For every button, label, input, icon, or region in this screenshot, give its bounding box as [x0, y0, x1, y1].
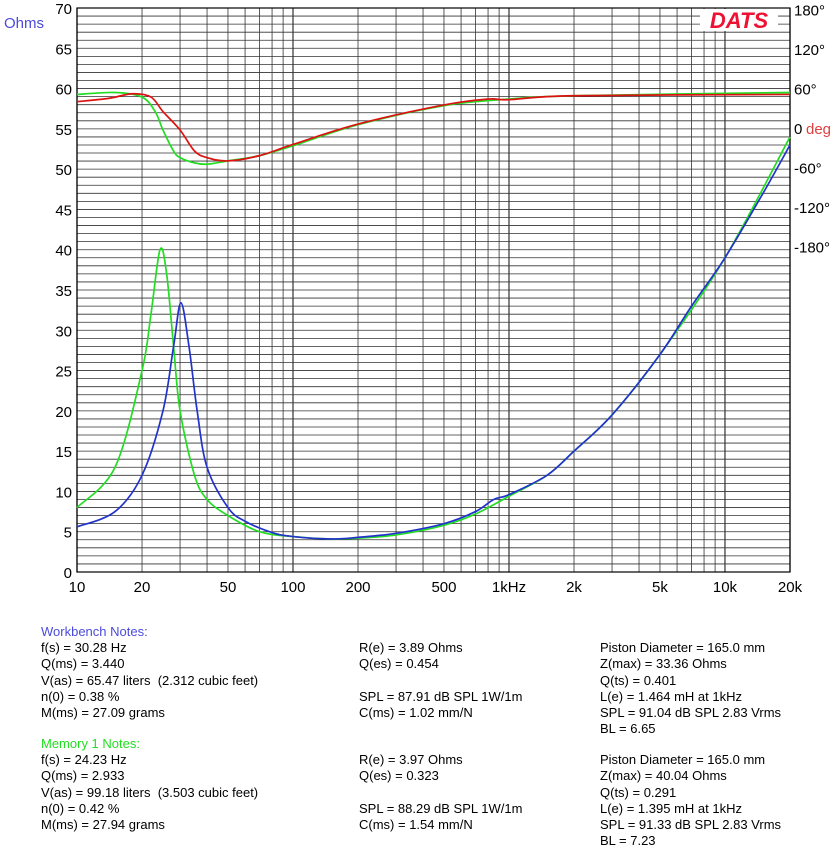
x-tick-label: 50: [220, 579, 237, 596]
y-tick-label: 5: [64, 525, 72, 542]
y-tick-label: 60: [55, 82, 72, 99]
note-line: Q(es) = 0.323: [359, 768, 439, 784]
workbench-notes-title: Workbench Notes:: [41, 624, 148, 639]
y-tick-label: 10: [55, 484, 72, 501]
y2-tick-label: 120°: [794, 42, 825, 59]
note-line: Q(ts) = 0.291: [600, 784, 677, 800]
y-tick-label: 0: [64, 565, 72, 582]
note-line: Z(max) = 33.36 Ohms: [600, 656, 727, 672]
note-line: R(e) = 3.97 Ohms: [359, 752, 463, 767]
y2-tick-label: -180°: [794, 239, 830, 256]
y2-tick-label: 60°: [794, 82, 817, 99]
x-tick-label: 2k: [566, 579, 582, 596]
note-line: [359, 785, 522, 801]
note-line: C(ms) = 1.02 mm/N: [359, 705, 473, 721]
y-tick-label: 40: [55, 243, 72, 260]
dats-logo: DATS: [710, 8, 769, 33]
note-line: Piston Diameter = 165.0 mm: [600, 640, 766, 655]
note-line: Q(es) = 0.454: [359, 656, 439, 672]
note-line: L(e) = 1.464 mH at 1kHz: [600, 688, 742, 704]
impedance-chart: 0 5 10 15 20 25 30 35 40 45 50 55 60 65 70 Ohms 10 20 50 10…: [4, 1, 831, 596]
memory1-col3: Piston Diameter = 165.0 mm Z(max) = 40.04…: [600, 752, 781, 850]
x-tick-label: 200: [345, 579, 370, 596]
note-line: C(ms) = 1.54 mm/N: [359, 817, 473, 833]
y-tick-label: 70: [55, 1, 72, 18]
logo-bg: [700, 9, 778, 31]
x-tick-label: 20k: [778, 579, 803, 596]
x-tick-label: 10: [69, 579, 86, 596]
workbench-col3: Piston Diameter = 165.0 mm Z(max) = 33.36…: [600, 640, 781, 738]
note-line: L(e) = 1.395 mH at 1kHz: [600, 800, 742, 816]
y2-tick-label: -120°: [794, 200, 830, 217]
workbench-col1: f(s) = 30.28 Hz Q(ms) = 3.440 V(as) = 65.4…: [41, 640, 258, 721]
x-tick-label: 5k: [652, 579, 668, 596]
y2-axis-label: deg: [806, 121, 831, 138]
note-line: V(as) = 65.47 liters (2.312 cubic feet): [41, 672, 259, 688]
note-line: SPL = 88.29 dB SPL 1W/1m: [359, 800, 523, 816]
y2-tick-label: -60°: [794, 160, 822, 177]
note-line: BL = 7.23: [600, 833, 656, 849]
note-line: Q(ms) = 3.440: [41, 656, 125, 672]
y-tick-label: 30: [55, 323, 72, 340]
note-line: SPL = 91.04 dB SPL 2.83 Vrms: [600, 705, 782, 721]
memory1-col1: f(s) = 24.23 Hz Q(ms) = 2.933 V(as) = 99.1…: [41, 752, 258, 833]
memory1-notes-title: Memory 1 Notes:: [41, 736, 140, 751]
x-tick-label: 20: [134, 579, 151, 596]
note-line: BL = 6.65: [600, 721, 656, 737]
x-tick-label: 10k: [713, 579, 738, 596]
note-line: f(s) = 24.23 Hz: [41, 752, 127, 767]
plot-frame: [76, 7, 791, 573]
note-line: Q(ts) = 0.401: [600, 672, 677, 688]
y2-tick-label: 0: [794, 121, 802, 138]
y-axis-label: Ohms: [4, 15, 44, 32]
y-tick-label: 20: [55, 404, 72, 421]
x-tick-label: 100: [280, 579, 305, 596]
y-tick-label: 25: [55, 364, 72, 381]
note-line: M(ms) = 27.09 grams: [41, 705, 165, 721]
series-memory-1-phase: [76, 91, 791, 166]
note-line: n(0) = 0.42 %: [41, 800, 120, 816]
note-line: M(ms) = 27.94 grams: [41, 817, 165, 833]
y2-tick-label: 180°: [794, 3, 825, 20]
workbench-notes: Workbench Notes:: [41, 624, 148, 640]
x-tick-label: 500: [431, 579, 456, 596]
x-tick-label: 1kHz: [492, 579, 526, 596]
note-line: Z(max) = 40.04 Ohms: [600, 768, 727, 784]
note-line: Piston Diameter = 165.0 mm: [600, 752, 766, 767]
y-tick-label: 15: [55, 444, 72, 461]
workbench-col2: R(e) = 3.89 Ohms Q(es) = 0.454 SPL = 87.9…: [359, 640, 522, 721]
y-tick-label: 65: [55, 41, 72, 58]
y-tick-label: 55: [55, 122, 72, 139]
note-line: n(0) = 0.38 %: [41, 688, 120, 704]
y-tick-label: 50: [55, 162, 72, 179]
note-line: f(s) = 30.28 Hz: [41, 640, 127, 655]
series-workbench-phase: [76, 92, 791, 162]
note-line: R(e) = 3.89 Ohms: [359, 640, 463, 655]
memory1-col2: R(e) = 3.97 Ohms Q(es) = 0.323 SPL = 88.2…: [359, 752, 522, 833]
note-line: [359, 673, 522, 689]
y-tick-label: 35: [55, 283, 72, 300]
note-line: SPL = 87.91 dB SPL 1W/1m: [359, 688, 523, 704]
note-line: SPL = 91.33 dB SPL 2.83 Vrms: [600, 817, 782, 833]
series-workbench-impedance: [76, 144, 791, 540]
y-tick-label: 45: [55, 202, 72, 219]
memory1-notes: Memory 1 Notes:: [41, 736, 140, 752]
note-line: V(as) = 99.18 liters (3.503 cubic feet): [41, 784, 259, 800]
note-line: Q(ms) = 2.933: [41, 768, 125, 784]
